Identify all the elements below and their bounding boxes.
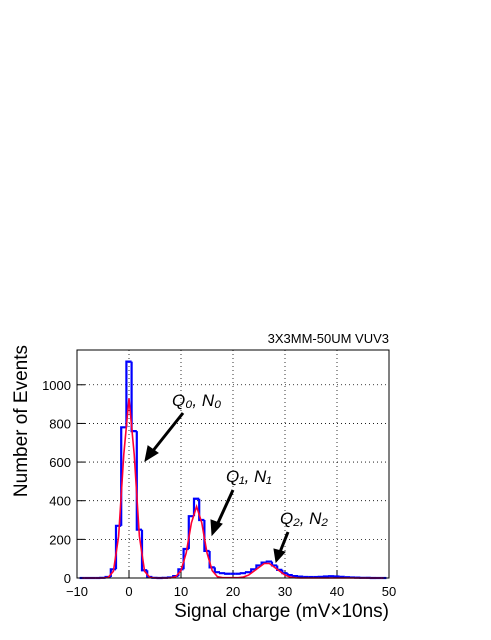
histogram-bin [215, 567, 220, 572]
chart-title: 3X3MM-50UM VUV3 [268, 331, 389, 346]
x-tick-label: −10 [66, 584, 88, 599]
histogram-bin [220, 572, 225, 573]
y-tick-label: 600 [49, 455, 71, 470]
histogram-bin [298, 576, 303, 577]
x-axis-label: Signal charge (mV×10ns) [174, 601, 389, 622]
annotation: Q₁, N₁ [226, 467, 272, 486]
x-tick-label: 50 [382, 584, 396, 599]
y-tick-label: 800 [49, 416, 71, 431]
histogram-bin [132, 362, 137, 432]
x-tick-label: 20 [226, 584, 240, 599]
x-tick-label: 0 [125, 584, 132, 599]
annotation: Q₂, N₂ [280, 509, 328, 528]
histogram-bin [225, 573, 230, 574]
arrows [145, 413, 288, 562]
y-tick-label: 200 [49, 532, 71, 547]
histogram-bin [288, 573, 293, 575]
x-tick-label: 40 [330, 584, 344, 599]
annotation: Q₀, N₀ [172, 391, 221, 410]
x-tick-label: 10 [174, 584, 188, 599]
y-tick-label: 400 [49, 494, 71, 509]
y-tick-label: 1000 [42, 378, 71, 393]
histogram-bin [293, 575, 298, 576]
histogram-bin [241, 573, 246, 574]
y-axis-label: Number of Events [11, 345, 32, 497]
x-tick-label: 30 [278, 584, 292, 599]
